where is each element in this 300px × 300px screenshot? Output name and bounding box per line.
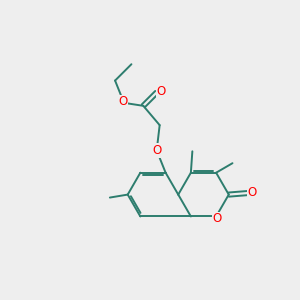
Text: O: O xyxy=(152,144,161,157)
Text: O: O xyxy=(157,85,166,98)
Text: O: O xyxy=(247,186,256,199)
Text: O: O xyxy=(212,212,221,225)
Text: O: O xyxy=(118,95,128,108)
